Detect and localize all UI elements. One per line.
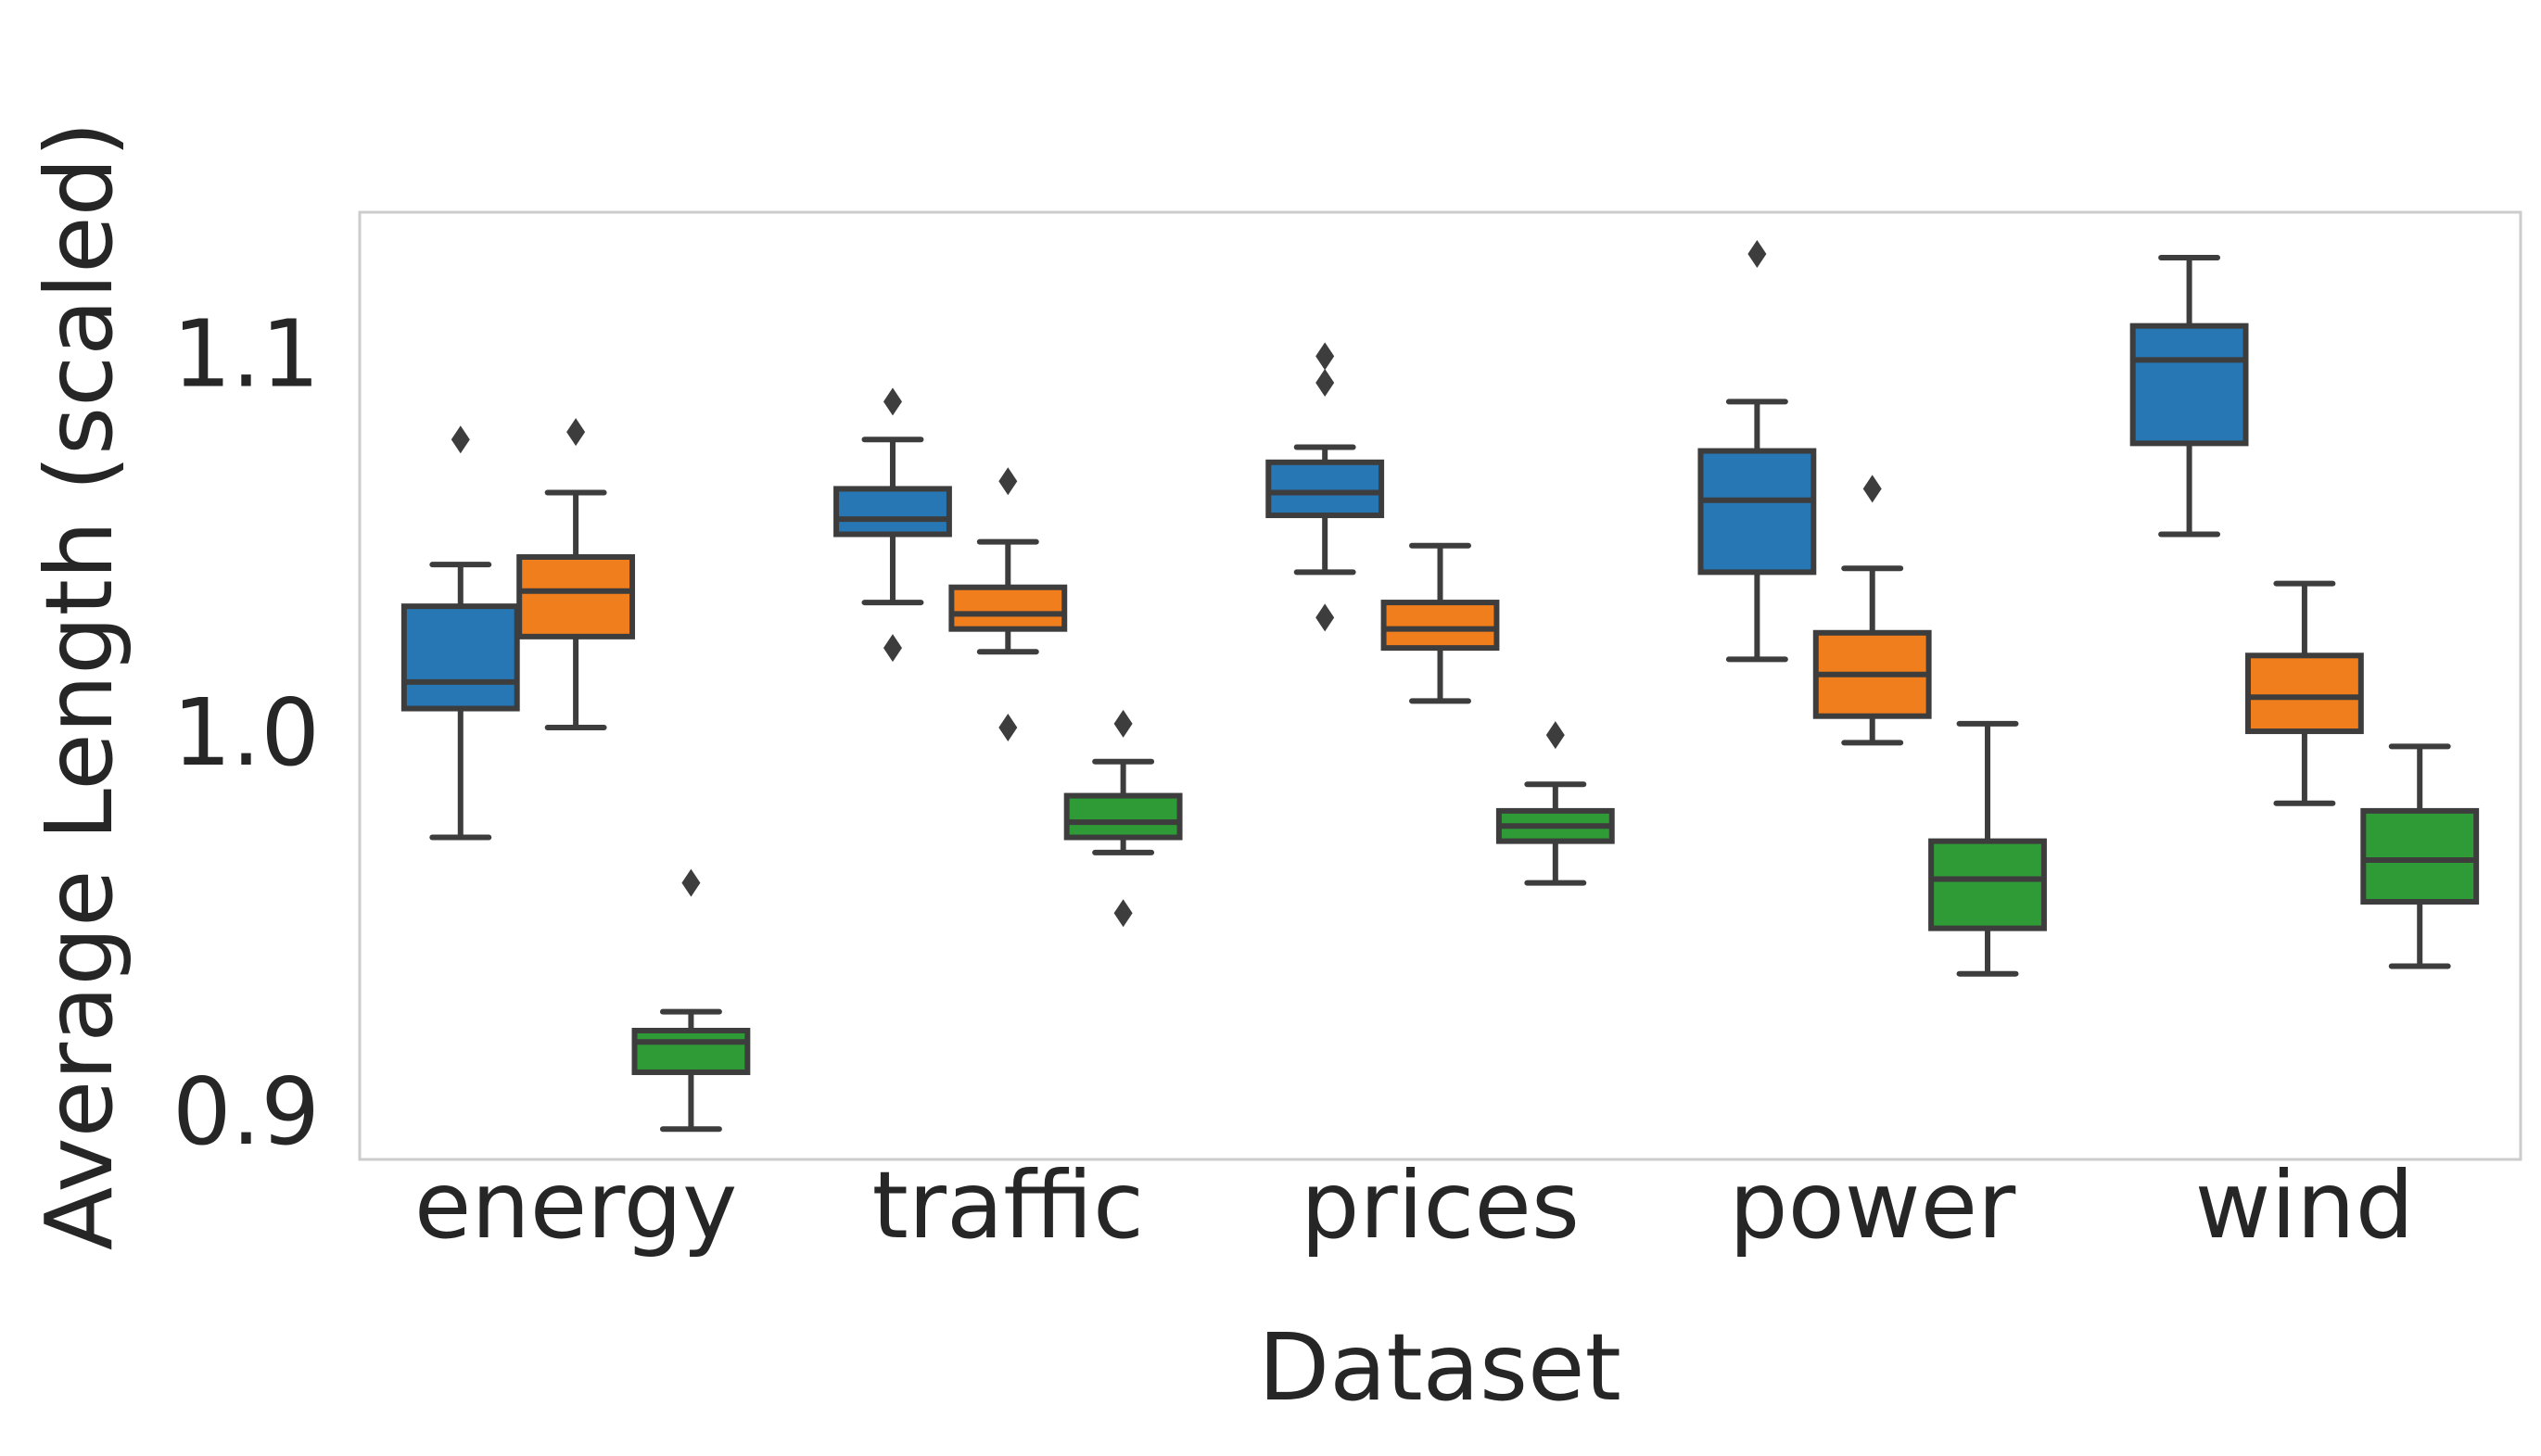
box-wind-1 [2244, 580, 2364, 806]
y-tick-label: 1.1 [172, 299, 320, 408]
outlier-point [1315, 342, 1335, 371]
box-body [2129, 323, 2249, 447]
box-wind-2 [2360, 743, 2480, 969]
outlier-point [1113, 709, 1133, 738]
box-energy-2 [631, 868, 751, 1133]
outlier-point [883, 387, 902, 416]
x-tick-label: power [1729, 1151, 2016, 1260]
outlier-point [998, 713, 1018, 741]
box-body [1380, 600, 1500, 652]
y-tick-label: 0.9 [172, 1057, 320, 1166]
boxes [400, 239, 2480, 1133]
box-body [2244, 652, 2364, 735]
x-axis-title: Dataset [1258, 1313, 1621, 1422]
box-power-2 [1928, 720, 2047, 977]
outlier-point [1315, 368, 1335, 397]
x-tick-labels: energy traffic prices power wind [414, 1151, 2414, 1260]
box-energy-0 [400, 425, 520, 841]
box-body [2360, 807, 2480, 905]
x-tick-label: wind [2195, 1151, 2414, 1260]
box-body [1697, 448, 1817, 576]
box-body [516, 554, 636, 639]
y-axis-title: Average Length (scaled) [25, 121, 133, 1250]
box-energy-1 [516, 418, 636, 730]
box-power-1 [1812, 475, 1932, 746]
outlier-point [681, 868, 701, 897]
box-prices-2 [1495, 721, 1615, 886]
y-tick-labels: 0.9 1.0 1.1 [172, 299, 320, 1166]
outlier-point [451, 425, 470, 454]
outlier-point [1747, 239, 1767, 268]
box-power-0 [1697, 239, 1817, 663]
outlier-point [1113, 899, 1133, 928]
box-prices-0 [1265, 342, 1385, 632]
x-tick-label: energy [414, 1151, 737, 1260]
box-body [1928, 838, 2047, 931]
box-wind-0 [2129, 255, 2249, 538]
box-body [1063, 792, 1183, 841]
outlier-point [1315, 603, 1335, 632]
box-prices-1 [1380, 542, 1500, 704]
x-tick-label: traffic [872, 1151, 1144, 1260]
box-traffic-1 [948, 467, 1068, 741]
box-body [833, 486, 952, 538]
box-traffic-2 [1063, 709, 1183, 928]
box-body [400, 603, 520, 712]
box-traffic-0 [833, 387, 952, 663]
box-body [631, 1028, 751, 1075]
box-body [1265, 459, 1385, 519]
outlier-point [998, 467, 1018, 496]
outlier-point [883, 634, 902, 663]
outlier-point [1862, 475, 1882, 503]
outlier-point [1545, 721, 1565, 750]
x-tick-label: prices [1301, 1151, 1580, 1260]
y-tick-label: 1.0 [172, 678, 320, 787]
box-body [948, 584, 1068, 632]
outlier-point [566, 418, 586, 447]
